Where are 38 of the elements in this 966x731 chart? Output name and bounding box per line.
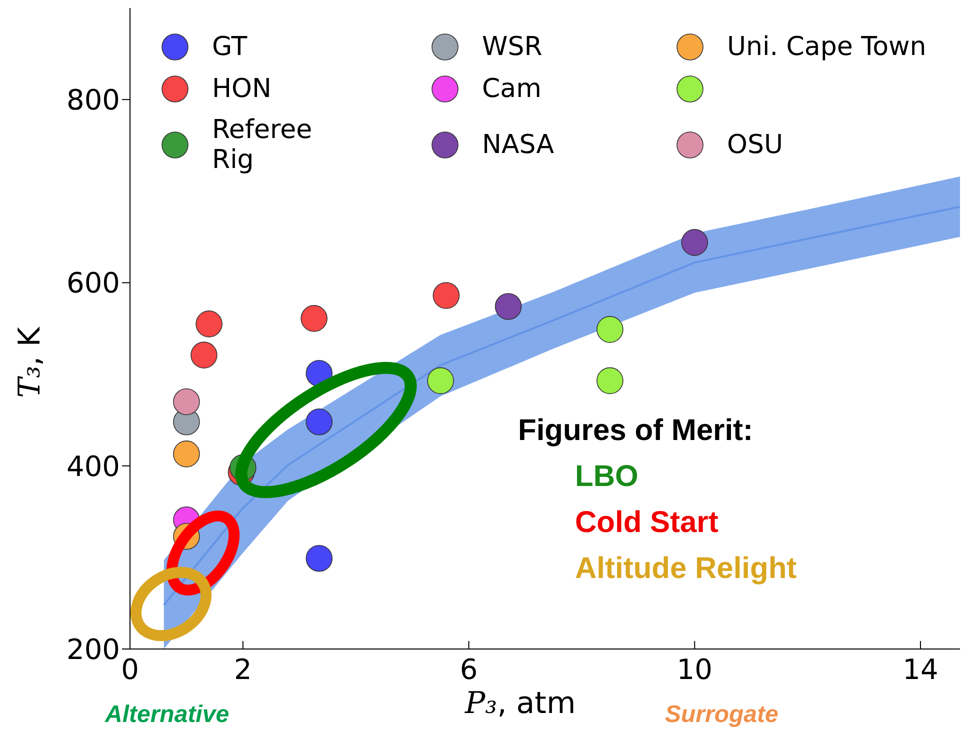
point — [596, 316, 624, 343]
y-tick-label: 400 — [66, 450, 120, 483]
point — [427, 367, 454, 394]
legend-label: NASA — [482, 130, 556, 160]
annotation: Figures of Merit: — [518, 414, 754, 448]
annotation: Altitude Relight — [575, 552, 797, 586]
point — [306, 408, 333, 436]
legend-label: Cam — [482, 74, 542, 104]
point — [196, 310, 222, 338]
y-tick-label: 600 — [66, 266, 120, 300]
point — [596, 367, 624, 394]
text: Alternative — [105, 701, 230, 729]
point — [300, 305, 328, 332]
x-tick-label: 10 — [676, 652, 712, 686]
point — [173, 388, 200, 416]
y-tick-label: 800 — [66, 84, 120, 117]
y-tick-label: 200 — [66, 632, 120, 666]
point — [681, 229, 708, 256]
x-tick-label: 6 — [460, 652, 478, 686]
text: Surrogate — [665, 701, 778, 729]
y-axis-title: T₃, K — [12, 326, 48, 400]
legend-label: OSU — [727, 130, 784, 160]
legend-label: WSR — [482, 32, 544, 62]
legend-label: HON — [212, 74, 272, 104]
x-tick-label: 0 — [121, 652, 139, 686]
annotation: LBO — [575, 460, 638, 494]
x-tick-label: 14 — [902, 652, 938, 686]
x-tick-label: 2 — [234, 652, 252, 686]
point — [494, 293, 522, 320]
legend-label: Uni. Cape Town — [727, 32, 928, 62]
point — [306, 544, 333, 572]
point — [190, 342, 218, 368]
legend-label: Referee Rig — [212, 115, 314, 175]
point — [173, 440, 200, 468]
x-axis-title: P₃, atm — [465, 686, 576, 721]
annotation: Cold Start — [575, 506, 718, 540]
point — [432, 282, 460, 309]
legend-label: GT — [212, 32, 248, 62]
